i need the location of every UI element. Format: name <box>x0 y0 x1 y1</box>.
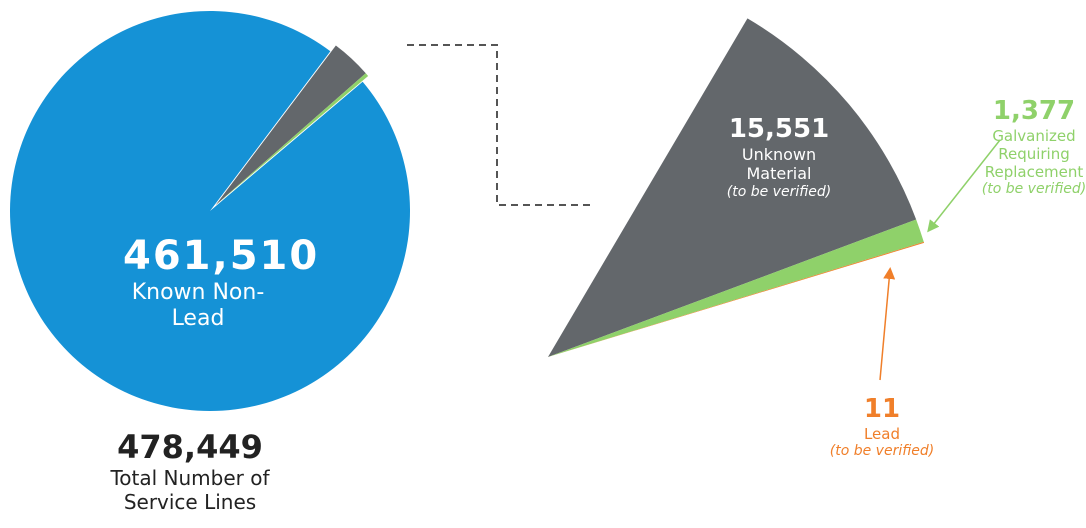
pie-slice <box>215 73 369 206</box>
pie-slice <box>215 75 369 206</box>
pie-slice <box>215 45 366 206</box>
value-label: 11 <box>863 394 901 424</box>
note: (to be verified) <box>726 183 832 200</box>
arrow <box>879 267 896 381</box>
slice-label: 15,551 Unknown Material (to be verified) <box>724 114 834 200</box>
slice-label: 11 Lead (to be verified) <box>822 394 942 460</box>
pie-slice <box>548 18 917 358</box>
value-label: 15,551 <box>728 114 830 144</box>
category-label: Known Non-Lead <box>131 280 265 332</box>
note: (to be verified) <box>829 443 935 460</box>
total-block: 478,449 Total Number of Service Lines <box>100 428 280 514</box>
connector <box>407 44 590 206</box>
pie-slice <box>548 219 924 357</box>
slice-label: 461,510 Known Non-Lead <box>123 232 320 333</box>
value-label: 1,377 <box>992 96 1076 126</box>
arrow <box>927 139 1001 233</box>
category-label: Galvanized Requiring Replacement <box>984 127 1084 182</box>
category-label: Unknown Material <box>741 145 817 184</box>
category-label: Lead <box>863 425 901 444</box>
total-caption: Total Number of Service Lines <box>110 466 270 515</box>
total-value: 478,449 <box>117 428 263 466</box>
pie-slice <box>10 10 411 411</box>
pie-slice <box>548 241 925 357</box>
value-label: 461,510 <box>123 233 320 279</box>
slice-label: 1,377 Galvanized Requiring Replacement (… <box>974 96 1086 198</box>
note: (to be verified) <box>981 181 1086 198</box>
